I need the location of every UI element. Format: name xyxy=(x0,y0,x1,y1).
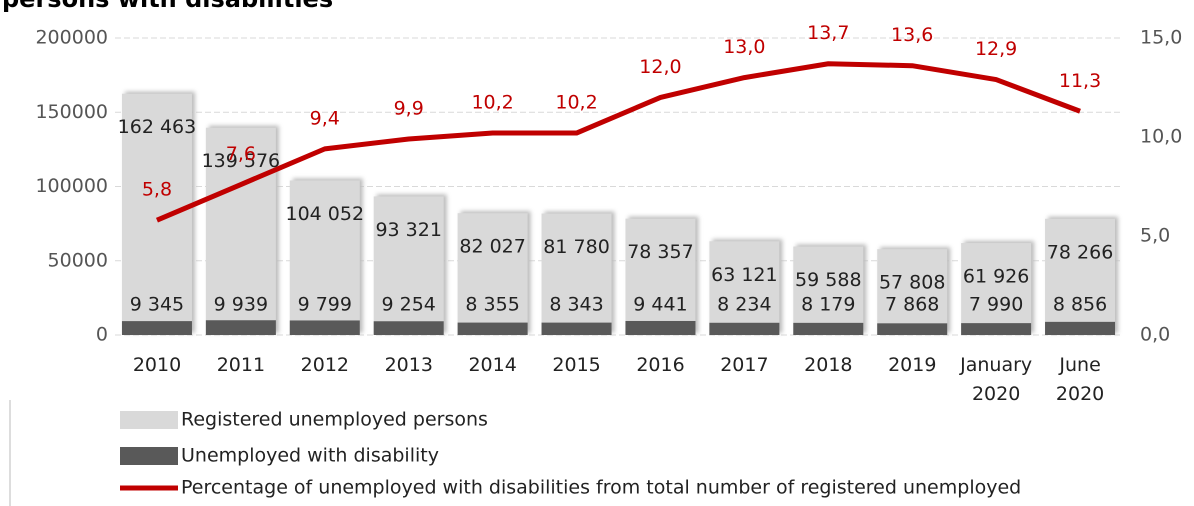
total-bar xyxy=(793,246,864,335)
percentage-label: 10,2 xyxy=(555,92,597,114)
disability-bar xyxy=(541,322,612,335)
percentage-label: 12,0 xyxy=(639,56,681,78)
total-label: 139 576 xyxy=(202,150,281,172)
y-tick-label: 0 xyxy=(96,324,108,346)
total-bar xyxy=(457,213,528,335)
disability-label: 9 939 xyxy=(214,294,268,316)
disability-label: 8 856 xyxy=(1053,294,1107,316)
legend-swatch xyxy=(120,411,178,429)
chart-title: persons with disabilities xyxy=(2,0,333,13)
y2-tick-label: 0,0 xyxy=(1140,324,1170,346)
x-tick-label: 2013 xyxy=(384,354,433,376)
percentage-label: 13,0 xyxy=(723,36,765,58)
legend-swatch xyxy=(120,447,178,465)
percentage-label: 13,7 xyxy=(807,22,849,44)
disability-bar xyxy=(625,320,696,335)
y2-tick-label: 5,0 xyxy=(1140,225,1170,247)
y2-tick-label: 10,0 xyxy=(1140,126,1182,148)
x-tick-label: 2018 xyxy=(804,354,853,376)
disability-label: 8 343 xyxy=(549,294,603,316)
total-bar xyxy=(625,218,696,335)
percentage-label: 11,3 xyxy=(1059,70,1101,92)
percentage-label: 7,6 xyxy=(226,143,256,165)
legend-label: Percentage of unemployed with disabiliti… xyxy=(181,477,1021,499)
disability-bar xyxy=(205,320,276,335)
legend-label: Registered unemployed persons xyxy=(181,409,488,431)
total-label: 59 588 xyxy=(795,269,861,291)
total-label: 162 463 xyxy=(118,116,197,138)
disability-label: 8 355 xyxy=(465,294,519,316)
total-bar xyxy=(877,249,948,335)
x-tick-label: January 2020 xyxy=(960,354,1033,405)
x-tick-label: 2014 xyxy=(468,354,517,376)
total-label: 63 121 xyxy=(711,264,777,286)
disability-bar xyxy=(457,322,528,335)
disability-label: 9 441 xyxy=(633,294,687,316)
total-label: 57 808 xyxy=(879,272,945,294)
y-tick-label: 50000 xyxy=(48,249,108,271)
total-label: 78 266 xyxy=(1047,241,1113,263)
x-tick-label: 2010 xyxy=(132,354,182,376)
disability-bar xyxy=(1045,321,1116,335)
total-label: 78 357 xyxy=(627,241,693,263)
x-tick-label: 2017 xyxy=(720,354,769,376)
x-tick-label: 2019 xyxy=(888,354,937,376)
percentage-label: 5,8 xyxy=(142,179,172,201)
total-bar xyxy=(205,127,276,335)
legend-label: Unemployed with disability xyxy=(181,445,439,467)
x-tick-label: 2016 xyxy=(636,354,685,376)
percentage-label: 9,9 xyxy=(394,97,424,119)
x-tick-label: 2012 xyxy=(300,354,349,376)
total-label: 61 926 xyxy=(963,266,1029,288)
total-label: 81 780 xyxy=(543,236,609,258)
disability-bar xyxy=(289,320,360,335)
y-tick-label: 150000 xyxy=(35,101,108,123)
total-label: 82 027 xyxy=(459,236,525,258)
total-label: 104 052 xyxy=(286,203,365,225)
total-bar xyxy=(373,196,444,335)
y2-tick-label: 15,0 xyxy=(1140,27,1182,49)
total-bar xyxy=(289,180,360,335)
x-tick-label: 2011 xyxy=(216,354,266,376)
disability-label: 8 179 xyxy=(801,294,855,316)
percentage-label: 9,4 xyxy=(310,107,340,129)
percentage-label: 10,2 xyxy=(471,92,513,114)
percentage-label: 12,9 xyxy=(975,38,1017,60)
disability-bar xyxy=(793,322,864,335)
disability-label: 9 345 xyxy=(130,294,184,316)
percentage-line xyxy=(155,61,1081,223)
disability-bar xyxy=(121,321,192,335)
disability-label: 9 254 xyxy=(382,294,436,316)
y-tick-label: 100000 xyxy=(35,175,108,197)
total-bar xyxy=(709,241,780,335)
total-label: 93 321 xyxy=(375,219,441,241)
disability-label: 8 234 xyxy=(717,294,771,316)
percentage-label: 13,6 xyxy=(891,24,933,46)
total-bar xyxy=(961,243,1032,335)
y-tick-label: 200000 xyxy=(35,27,108,49)
disability-label: 9 799 xyxy=(298,294,352,316)
total-bar xyxy=(1045,218,1116,335)
x-tick-label: June 2020 xyxy=(1055,354,1105,405)
total-bar xyxy=(541,213,612,335)
total-bar xyxy=(121,93,192,335)
disability-bar xyxy=(877,323,948,335)
disability-bar xyxy=(709,322,780,335)
x-tick-label: 2015 xyxy=(552,354,601,376)
disability-label: 7 868 xyxy=(885,294,939,316)
disability-label: 7 990 xyxy=(969,294,1023,316)
disability-bar xyxy=(373,321,444,335)
disability-bar xyxy=(961,323,1032,335)
